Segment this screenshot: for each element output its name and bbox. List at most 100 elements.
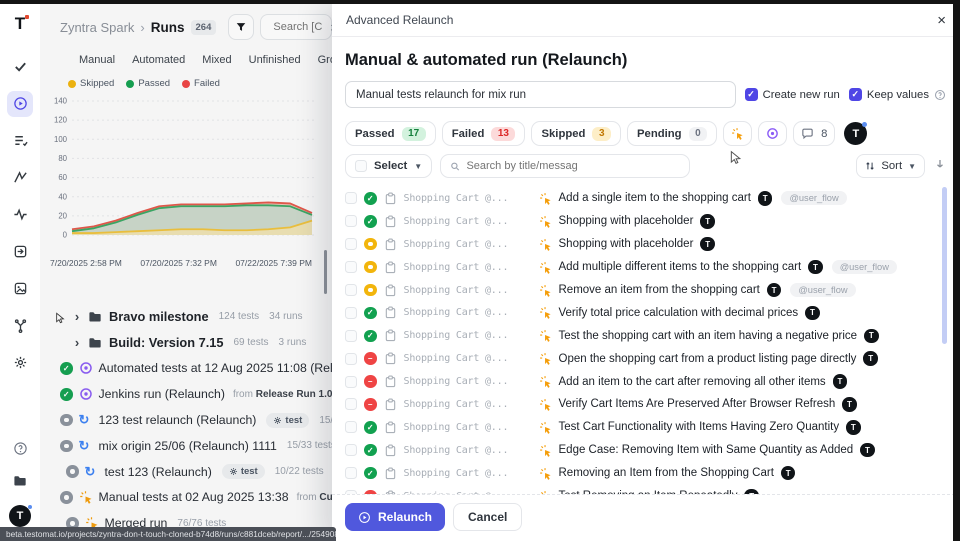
- test-title[interactable]: Verify total price calculation with deci…: [558, 306, 799, 319]
- run-title[interactable]: Jenkins run (Relaunch): [98, 387, 225, 402]
- runs-search-input[interactable]: [273, 21, 326, 33]
- test-row[interactable]: ✓ Shopping Cart @... Add a single item to …: [345, 187, 946, 210]
- test-title[interactable]: Shopping with placeholder: [558, 238, 694, 251]
- test-title[interactable]: Removing an Item from the Shopping Cart: [558, 467, 774, 480]
- row-checkbox[interactable]: [345, 238, 357, 251]
- tree-run-row[interactable]: ↻ 123 test relaunch (Relaunch) test 15/23 t…: [40, 407, 332, 433]
- keep-values-checkbox[interactable]: ✓ Keep values: [848, 88, 946, 101]
- close-icon[interactable]: ×: [937, 11, 946, 29]
- test-title[interactable]: Verify Cart Items Are Preserved After Br…: [558, 398, 836, 411]
- test-row[interactable]: ✓ Shopping Cart @... Test the shopping car…: [345, 324, 946, 347]
- chevron-right-icon[interactable]: ›: [74, 309, 80, 325]
- analytics-icon[interactable]: [7, 165, 33, 191]
- tag-badge[interactable]: @user_flow: [790, 283, 856, 297]
- test-row[interactable]: ✓ Shopping Cart @... Removing an Item from…: [345, 462, 946, 485]
- tag-badge[interactable]: @user_flow: [781, 191, 847, 206]
- settings-gear-icon[interactable]: [7, 350, 33, 376]
- checkbox-checked-icon[interactable]: ✓: [744, 88, 758, 101]
- user-avatar[interactable]: T: [9, 505, 32, 527]
- tag-badge[interactable]: @user_flow: [831, 260, 897, 275]
- test-row[interactable]: ✓ Shopping Cart @... Verify total price ca…: [345, 301, 946, 324]
- test-title[interactable]: Edge Case: Removing Item with Same Quant…: [558, 444, 854, 457]
- tab-mixed[interactable]: Mixed: [202, 53, 232, 66]
- report-image-icon[interactable]: [7, 276, 33, 302]
- pulse-icon[interactable]: [7, 202, 33, 228]
- branch-icon[interactable]: [7, 313, 33, 339]
- chevron-right-icon[interactable]: ›: [74, 335, 80, 351]
- row-checkbox[interactable]: [345, 192, 357, 205]
- row-checkbox[interactable]: [345, 490, 357, 494]
- app-logo[interactable]: T: [14, 14, 30, 33]
- projects-folder-icon[interactable]: [7, 468, 33, 494]
- test-title[interactable]: Open the shopping cart from a product li…: [558, 352, 857, 365]
- tree-run-row[interactable]: Manual tests at 02 Aug 2025 13:38 from Cu…: [40, 485, 332, 511]
- row-checkbox[interactable]: [345, 329, 357, 342]
- row-checkbox[interactable]: [345, 306, 357, 319]
- test-row[interactable]: ✓ Shopping Cart @... Test Cart Functionali…: [345, 416, 946, 439]
- tree-run-row[interactable]: ↻ mix origin 25/06 (Relaunch) 1111 15/33 t…: [40, 433, 332, 459]
- test-title[interactable]: Add an item to the cart after removing a…: [558, 375, 826, 388]
- assignee-filter-avatar[interactable]: T: [844, 122, 868, 145]
- checkbox-checked-icon[interactable]: ✓: [848, 88, 862, 101]
- test-row[interactable]: – Shopping Cart @... Test Removing an Item…: [345, 485, 946, 494]
- test-row[interactable]: – Shopping Cart @... Add an item to the ca…: [345, 370, 946, 393]
- tab-groups[interactable]: Groups: [317, 53, 332, 66]
- export-icon[interactable]: [7, 239, 33, 265]
- test-title[interactable]: Add a single item to the shopping cart: [558, 192, 751, 205]
- test-row[interactable]: – Shopping Cart @... Open the shopping car…: [345, 347, 946, 370]
- tests-search-input[interactable]: [466, 160, 681, 172]
- test-title[interactable]: Test Removing an Item Repeatedly: [559, 490, 738, 494]
- run-title[interactable]: 123 test relaunch (Relaunch): [98, 413, 257, 428]
- breadcrumb-project[interactable]: Zyntra Spark: [60, 19, 135, 35]
- manual-filter-pill[interactable]: [723, 121, 753, 146]
- row-checkbox[interactable]: [345, 444, 357, 457]
- run-title[interactable]: Manual tests at 02 Aug 2025 13:38: [98, 490, 289, 505]
- filter-pill-failed[interactable]: Failed 13: [441, 121, 526, 146]
- left-scrollbar-thumb[interactable]: [324, 250, 327, 294]
- row-checkbox[interactable]: [345, 215, 357, 228]
- row-checkbox[interactable]: [345, 352, 357, 365]
- test-title[interactable]: Remove an item from the shopping cart: [558, 284, 760, 296]
- tree-folder-label[interactable]: Bravo milestone: [109, 309, 209, 325]
- filter-pill-pending[interactable]: Pending 0: [627, 121, 718, 146]
- automated-filter-pill[interactable]: [758, 121, 788, 146]
- tree-folder-row[interactable]: › Bravo milestone 124 tests 34 runs: [40, 304, 332, 330]
- row-checkbox[interactable]: [345, 375, 357, 388]
- test-title[interactable]: Test the shopping cart with an item havi…: [558, 329, 858, 342]
- help-circle-icon[interactable]: [934, 89, 946, 101]
- tree-run-row[interactable]: Merged run 76/76 tests: [40, 510, 332, 536]
- row-checkbox[interactable]: [345, 284, 357, 296]
- filter-pill-skipped[interactable]: Skipped 3: [531, 121, 621, 146]
- row-checkbox[interactable]: [345, 261, 357, 274]
- select-dropdown[interactable]: Select ▼: [345, 154, 433, 178]
- row-checkbox[interactable]: [345, 467, 357, 480]
- run-name-input[interactable]: [345, 81, 736, 108]
- cancel-button[interactable]: Cancel: [453, 503, 523, 531]
- tasks-check-icon[interactable]: [7, 54, 33, 80]
- test-row[interactable]: ✓ Shopping Cart @... Shopping with placeho…: [345, 210, 946, 233]
- relaunch-button[interactable]: Relaunch: [345, 503, 446, 531]
- test-row[interactable]: Shopping Cart @... Shopping with placehol…: [345, 233, 946, 256]
- tests-search-box[interactable]: [440, 154, 691, 178]
- run-title[interactable]: mix origin 25/06 (Relaunch) 1111: [98, 438, 277, 453]
- tree-run-row[interactable]: ✓ Automated tests at 12 Aug 2025 11:08 (R…: [40, 356, 332, 382]
- filter-button[interactable]: [228, 14, 255, 40]
- checklist-icon[interactable]: [7, 128, 33, 154]
- modal-scrollbar-thumb[interactable]: [942, 187, 947, 344]
- test-row[interactable]: ✓ Shopping Cart @... Edge Case: Removing I…: [345, 439, 946, 462]
- test-row[interactable]: Shopping Cart @... Remove an item from th…: [345, 279, 946, 302]
- test-row[interactable]: Shopping Cart @... Add multiple different…: [345, 256, 946, 279]
- move-down-icon[interactable]: [934, 157, 946, 175]
- comments-filter-pill[interactable]: 8: [793, 121, 836, 146]
- row-checkbox[interactable]: [345, 421, 357, 434]
- filter-pill-passed[interactable]: Passed 17: [345, 121, 436, 146]
- test-title[interactable]: Shopping with placeholder: [558, 215, 694, 228]
- tab-automated[interactable]: Automated: [132, 53, 186, 66]
- tree-run-row[interactable]: ✓ Jenkins run (Relaunch) from Release Run …: [40, 381, 332, 407]
- run-title[interactable]: Automated tests at 12 Aug 2025 11:08 (Re…: [98, 361, 333, 376]
- clear-search-icon[interactable]: ×: [330, 21, 332, 34]
- tab-unfinished[interactable]: Unfinished: [248, 53, 301, 66]
- tree-folder-label[interactable]: Build: Version 7.15: [109, 335, 224, 351]
- test-title[interactable]: Add multiple different items to the shop…: [558, 261, 802, 274]
- sort-dropdown[interactable]: Sort ▼: [856, 154, 925, 178]
